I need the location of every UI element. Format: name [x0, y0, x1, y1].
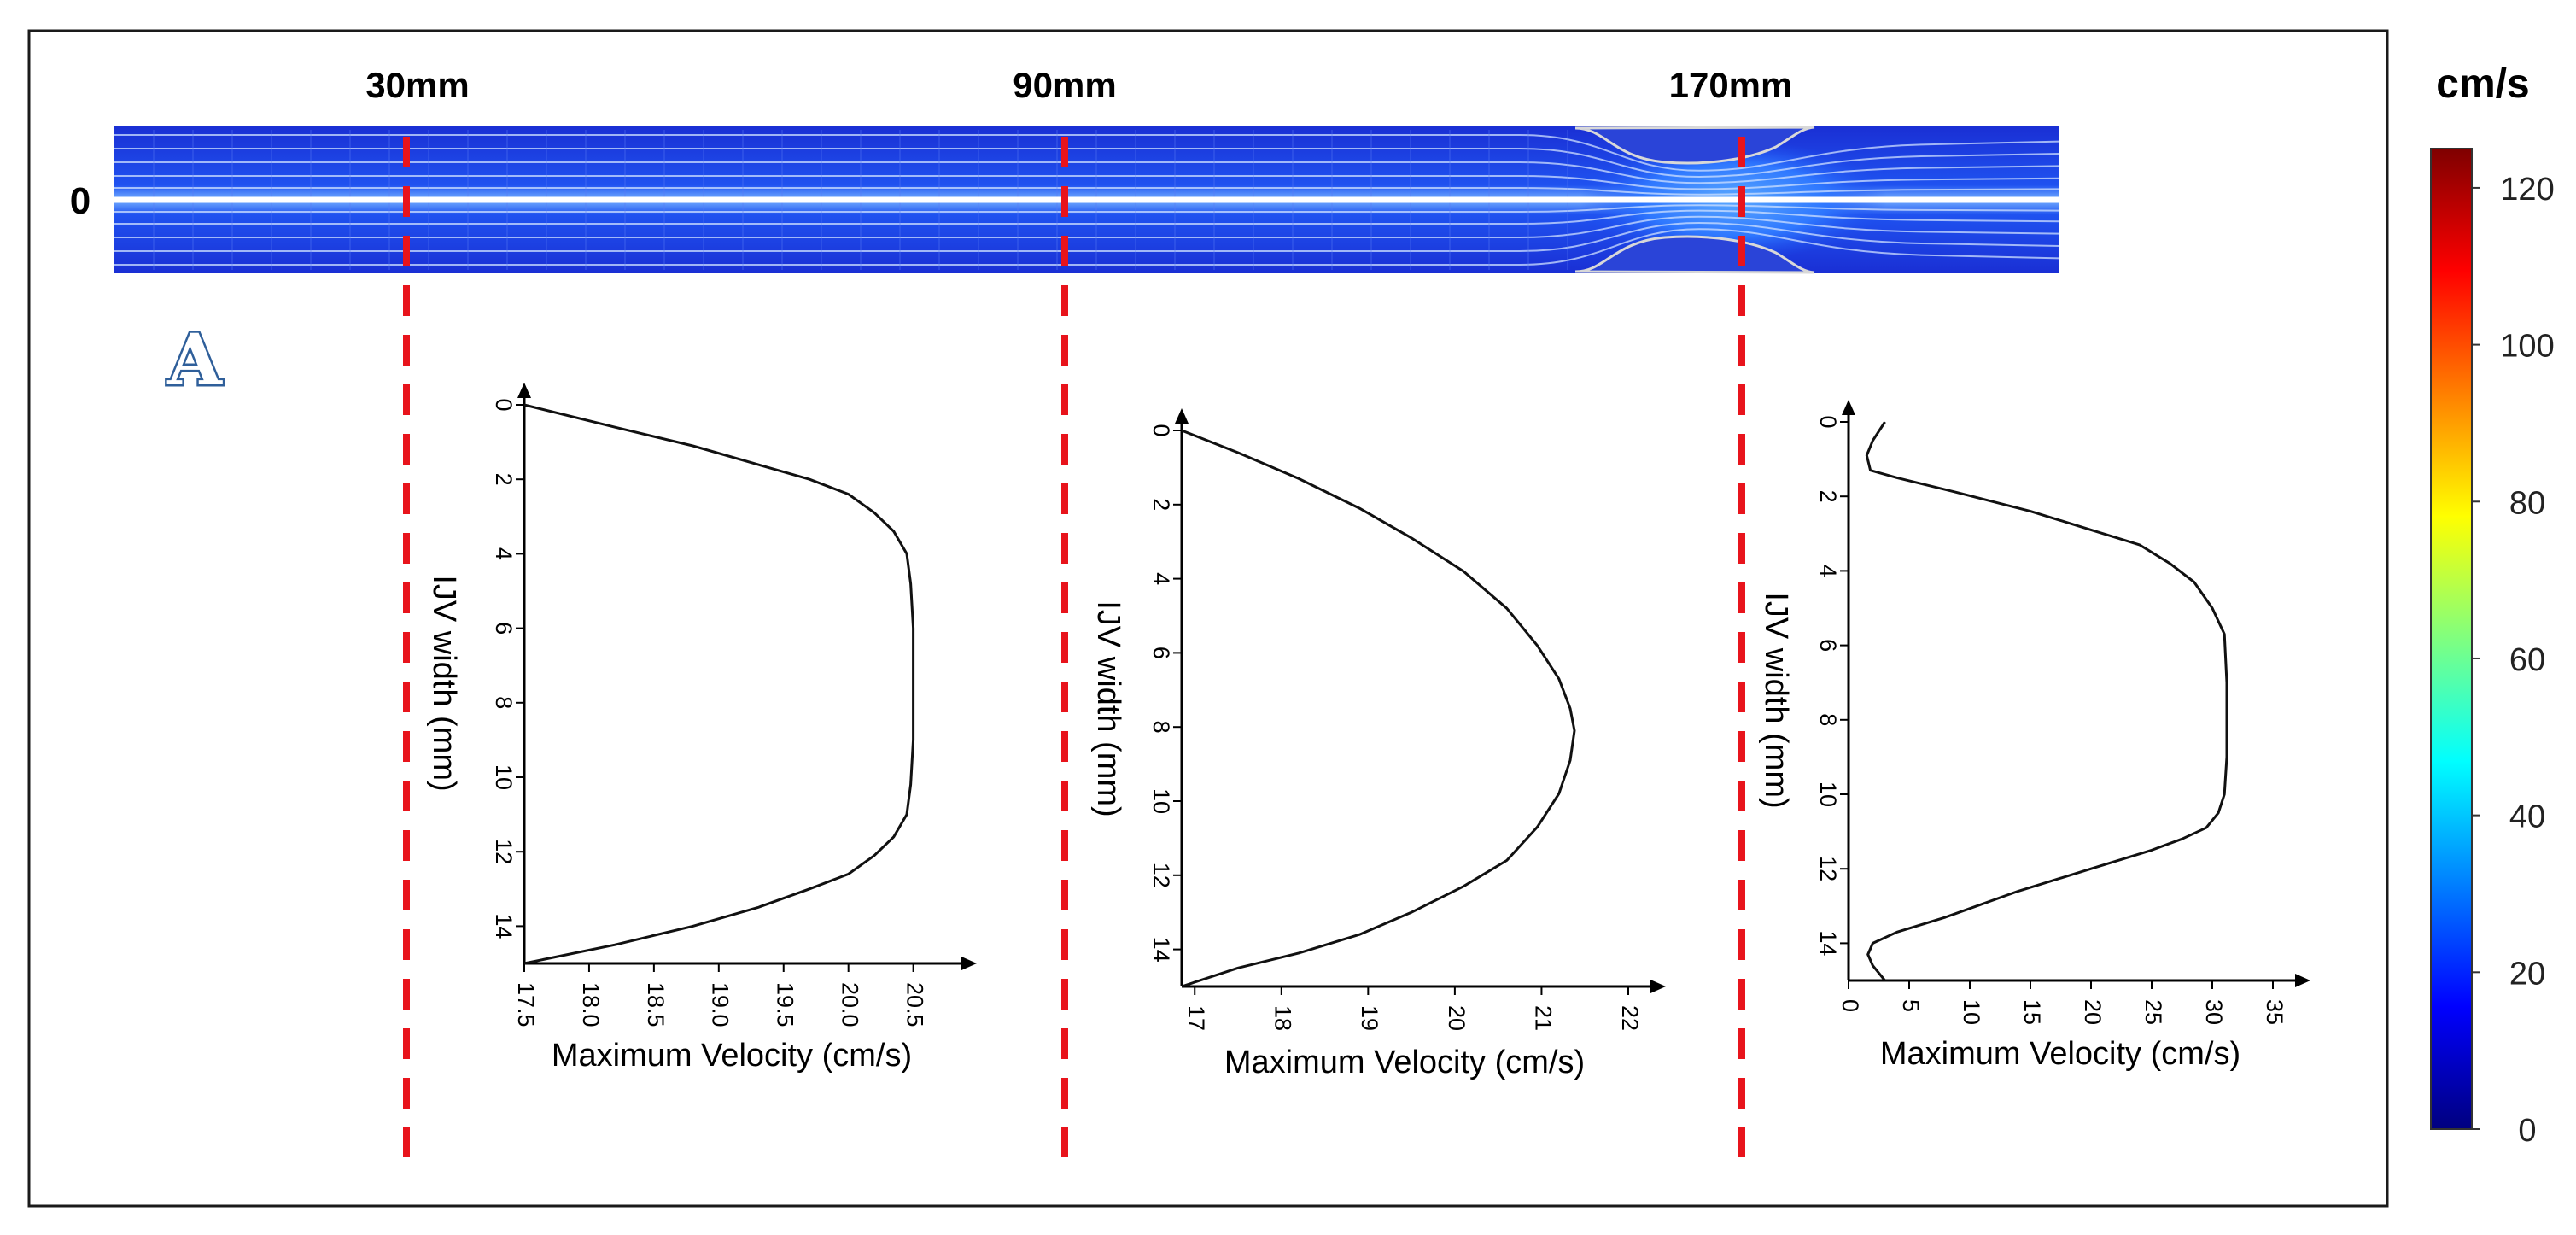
x-tick-label: 0: [1837, 999, 1863, 1012]
profile-chart-30mm: 17.5 18.0 18.5 19.0 19.5 20.0 20.5 0 2 4 6 8 10 12 14 M…: [426, 383, 977, 1074]
colorbar: cm/s 0 20 40 60 80 100 120: [2430, 61, 2555, 1149]
y-tick-label: 14: [1148, 937, 1174, 963]
y-tick-label: 6: [491, 622, 517, 635]
x-axis-label: Maximum Velocity (cm/s): [1224, 1045, 1585, 1080]
y-tick-label: 4: [1815, 565, 1841, 577]
y-tick-label: 10: [1148, 788, 1174, 814]
x-tick-label: 5: [1898, 999, 1924, 1012]
y-tick-label: 0: [1815, 415, 1841, 428]
x-tick-label: 25: [2141, 999, 2166, 1025]
x-tick-label: 18: [1270, 1005, 1296, 1031]
x-axis-arrow: [2295, 974, 2310, 987]
y-axis-label: IJV width (mm): [1090, 600, 1126, 817]
y-tick-label: 12: [1148, 863, 1174, 888]
x-axis-arrow: [961, 957, 977, 970]
streamline: [114, 187, 2060, 196]
y-tick-label: 10: [491, 764, 517, 790]
colorbar-gradient: [2430, 148, 2473, 1130]
x-tick-label: 19: [1357, 1005, 1382, 1031]
y-tick-label: 12: [491, 839, 517, 864]
x-tick-label: 35: [2262, 999, 2287, 1025]
colorbar-ticks: 0 20 40 60 80 100 120: [2472, 172, 2555, 1149]
x-tick-label: 18.0: [578, 982, 604, 1027]
x-tick-label: 10: [1959, 999, 1984, 1025]
position-label-170mm: 170mm: [1669, 65, 1793, 105]
velocity-map: 0 30mm 90mm 170mm: [70, 65, 2060, 274]
x-tick-label: 20: [1444, 1005, 1469, 1031]
colorbar-tick-label: 80: [2509, 485, 2545, 521]
velocity-profile-line: [1865, 421, 2228, 981]
x-tick-label: 20.5: [902, 982, 928, 1027]
x-axis-arrow: [1650, 980, 1666, 993]
streamline: [114, 204, 2060, 213]
streamline: [114, 209, 2060, 225]
y-axis-arrow: [1842, 400, 1855, 415]
y-tick-label: 14: [1815, 930, 1841, 956]
streamline: [114, 148, 2060, 179]
profile-chart-90mm: 17 18 19 20 21 22 0 2 4 6 8 10 12 14 Maximum Velocity …: [1090, 408, 1666, 1080]
y-tick-label: 8: [491, 696, 517, 709]
x-tick-label: 17: [1183, 1005, 1209, 1031]
colorbar-tick-label: 60: [2509, 642, 2545, 678]
colorbar-tick-label: 0: [2518, 1113, 2536, 1149]
colorbar-tick-label: 20: [2509, 956, 2545, 992]
x-tick-label: 20: [2080, 999, 2106, 1025]
x-axis-label: Maximum Velocity (cm/s): [552, 1038, 912, 1074]
y-tick-label: 2: [1815, 490, 1841, 503]
x-tick-label: 30: [2201, 999, 2227, 1025]
x-tick-label: 20.0: [838, 982, 863, 1027]
y-tick-label: 12: [1815, 856, 1841, 881]
y-tick-label: 14: [491, 913, 517, 939]
y-tick-label: 10: [1815, 781, 1841, 807]
y-axis-label: IJV width (mm): [426, 575, 462, 791]
x-tick-label: 17.5: [513, 982, 539, 1027]
y-tick-label: 4: [1148, 572, 1174, 585]
y-tick-label: 8: [1815, 713, 1841, 726]
stenosis-lower-wall: [1574, 235, 1815, 274]
position-label-90mm: 90mm: [1013, 65, 1116, 105]
y-axis-arrow: [517, 383, 531, 398]
x-tick-label: 19.0: [708, 982, 733, 1027]
position-label-30mm: 30mm: [365, 65, 469, 105]
y-tick-label: 2: [1148, 498, 1174, 511]
x-tick-label: 22: [1617, 1005, 1643, 1031]
x-tick-label: 21: [1530, 1005, 1556, 1031]
y-axis-label: IJV width (mm): [1758, 592, 1794, 808]
streamline: [114, 215, 2060, 238]
stenosis-upper-wall: [1574, 126, 1815, 165]
streamlines: [114, 130, 2060, 270]
y-tick-label: 2: [491, 473, 517, 486]
y-tick-label: 6: [1148, 647, 1174, 659]
y-tick-label: 6: [1815, 639, 1841, 652]
y-tick-label: 4: [491, 547, 517, 560]
x-tick-label: 19.5: [773, 982, 798, 1027]
streamline: [114, 161, 2060, 184]
colorbar-tick-label: 40: [2509, 799, 2545, 835]
streamline: [114, 175, 2060, 190]
map-y-label: 0: [70, 180, 91, 222]
velocity-profile-line: [523, 403, 915, 965]
streamline: [114, 221, 2060, 252]
x-tick-label: 15: [2019, 999, 2045, 1025]
y-tick-label: 0: [491, 398, 517, 411]
y-tick-label: 0: [1148, 424, 1174, 436]
figure-frame: [27, 29, 2389, 1208]
y-tick-label: 8: [1148, 721, 1174, 734]
y-axis-arrow: [1175, 408, 1189, 424]
panel-label: A: [166, 319, 223, 401]
velocity-profile-line: [1181, 429, 1576, 988]
streamline: [114, 228, 2060, 266]
streamline: [114, 134, 2060, 172]
colorbar-unit: cm/s: [2436, 61, 2529, 107]
x-axis-label: Maximum Velocity (cm/s): [1880, 1036, 2240, 1072]
x-tick-label: 18.5: [643, 982, 669, 1027]
colorbar-tick-label: 120: [2500, 172, 2554, 208]
colorbar-tick-label: 100: [2500, 329, 2554, 365]
profile-chart-170mm: 0 5 10 15 20 25 30 35 0 2 4 6 8 10 12 14 Maximum Velocit…: [1758, 400, 2310, 1072]
